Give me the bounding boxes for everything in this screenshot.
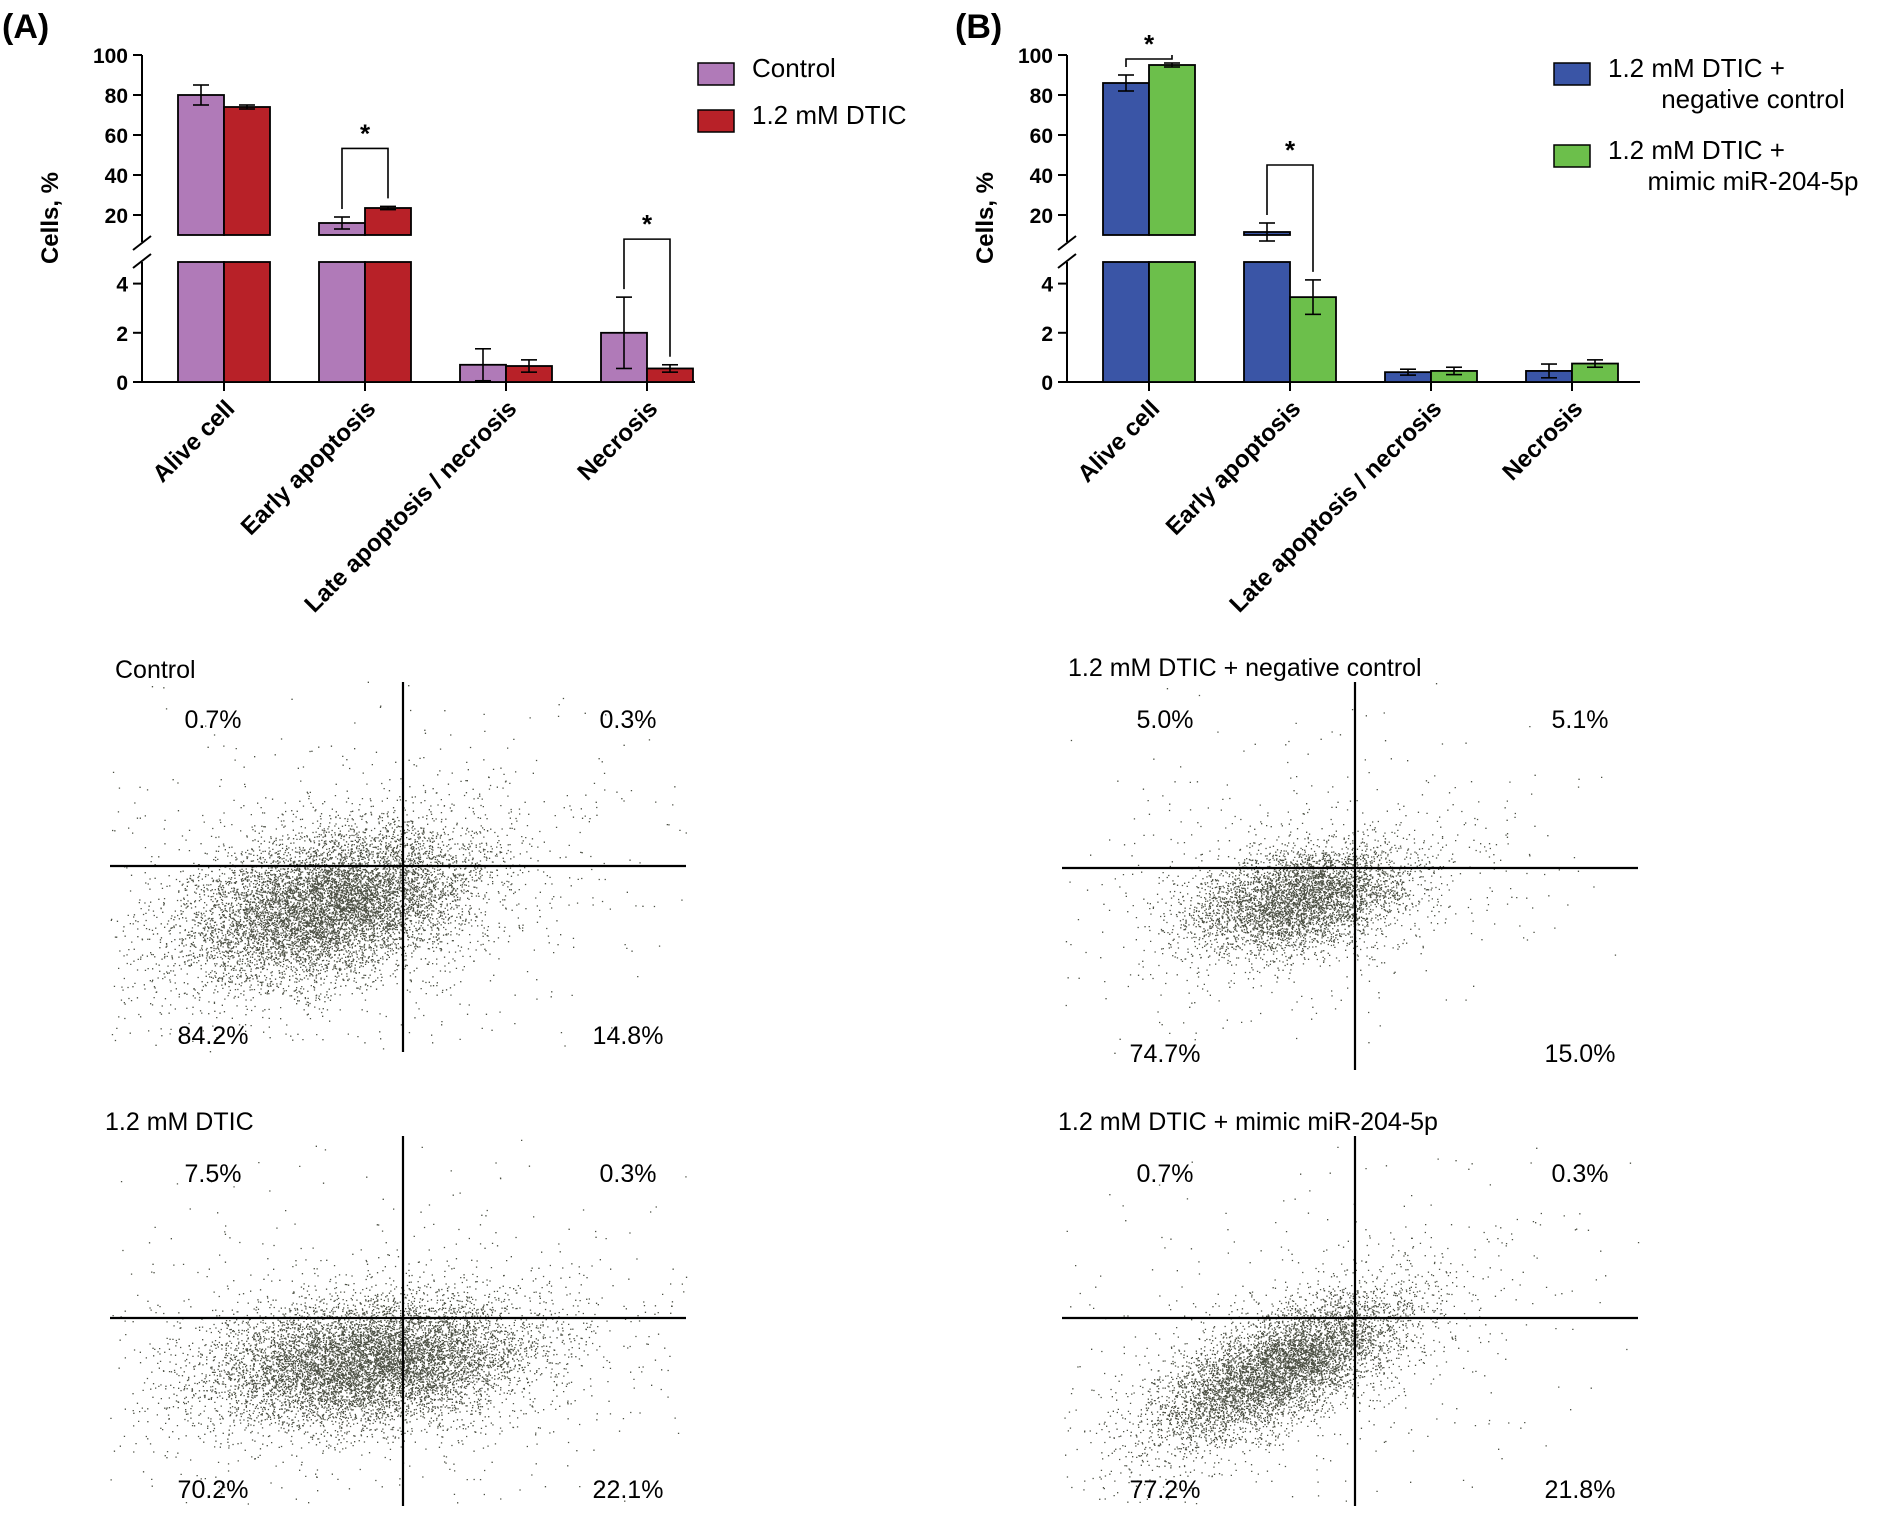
quadrant-lr-value: 22.1% [593,1476,664,1504]
y-tick-label: 0 [1041,372,1053,395]
legend-label: 1.2 mM DTIC + negative control [1608,53,1845,114]
flow-plot-title: Control [115,656,196,684]
axis-break-mark [132,253,152,269]
y-tick-label: 40 [105,165,128,188]
significance-bracket [1125,55,1173,67]
legend-swatch [1553,62,1591,86]
y-tick-label: 0 [116,372,128,395]
bar-chart-a: (A) 20 40 60 80 100 0 2 4 Cells, % Alive cellEarly… [2,8,907,618]
bar [177,94,225,236]
axis-break-mark [132,235,152,251]
y-tick-label: 60 [105,125,128,148]
legend-label: Control [752,53,836,83]
legend-swatch [697,62,735,86]
quadrant-ul-value: 7.5% [185,1160,242,1188]
bar [223,106,271,236]
bar [1148,64,1196,236]
y-tick-label: 100 [1018,45,1053,68]
bar-chart-b: (B) 20 40 60 80 100 0 2 4 Cells, % Alive cellEarly… [955,8,1858,618]
y-tick-label: 2 [1041,323,1053,346]
flow-events [110,681,687,1053]
y-tick-label: 20 [105,205,128,228]
flow-plot-title: 1.2 mM DTIC [105,1108,254,1136]
x-tick-label: Alive cell [1073,395,1166,488]
quadrant-lr-value: 14.8% [593,1022,664,1050]
y-tick-label: 100 [93,45,128,68]
panel-label: (A) [2,8,49,46]
flow-events [110,1139,688,1505]
bar [318,261,366,383]
quadrant-ur-value: 0.3% [600,1160,657,1188]
quadrant-ll-value: 70.2% [178,1476,249,1504]
legend-label-line: 1.2 mM DTIC + [1608,135,1785,165]
significance-star: * [642,209,653,239]
legend-label-line: 1.2 mM DTIC + [1608,53,1785,83]
y-tick-label: 20 [1030,205,1053,228]
y-axis-label: Cells, % [972,172,999,264]
flow-events [1064,1146,1640,1505]
bar [177,261,225,383]
significance-star: * [1144,29,1155,59]
quadrant-ur-value: 0.3% [600,706,657,734]
quadrant-ul-value: 0.7% [1137,1160,1194,1188]
bar [1102,82,1150,236]
y-tick-label: 4 [116,274,128,297]
significance-bracket [623,238,671,357]
quadrant-ll-value: 84.2% [178,1022,249,1050]
y-tick-label: 40 [1030,165,1053,188]
x-tick-label: Necrosis [572,395,663,486]
quadrant-ur-value: 5.1% [1552,706,1609,734]
significance-bracket [341,147,389,209]
x-tick-label: Early apoptosis [1161,395,1306,540]
bar [223,261,271,383]
significance-star: * [360,118,371,148]
x-tick-label: Necrosis [1497,395,1588,486]
quadrant-ll-value: 74.7% [1130,1040,1201,1068]
y-tick-label: 4 [1041,274,1053,297]
bar [364,207,412,236]
legend-label: 1.2 mM DTIC [752,100,907,130]
legend-swatch [1553,144,1591,168]
significance-star: * [1285,135,1296,165]
quadrant-ur-value: 0.3% [1552,1160,1609,1188]
significance-bracket [1266,164,1314,272]
flow-plot: 1.2 mM DTIC 7.5% 0.3% 70.2% 22.1% [105,1108,688,1506]
bar [1243,261,1291,383]
bar [364,261,412,383]
quadrant-ul-value: 5.0% [1137,706,1194,734]
y-tick-label: 80 [1030,85,1053,108]
bar [1148,261,1196,383]
flow-plot: Control 0.7% 0.3% 84.2% 14.8% [110,656,687,1053]
quadrant-ul-value: 0.7% [185,706,242,734]
flow-plot-title: 1.2 mM DTIC + negative control [1068,654,1422,682]
legend-label-line: mimic miR-204-5p [1648,166,1859,196]
axis-break-mark [1057,253,1077,269]
y-tick-label: 2 [116,323,128,346]
y-tick-label: 60 [1030,125,1053,148]
legend-label: 1.2 mM DTIC + mimic miR-204-5p [1608,135,1858,196]
quadrant-lr-value: 21.8% [1545,1476,1616,1504]
y-axis-label: Cells, % [37,172,64,264]
panel-label: (B) [955,8,1002,46]
legend-swatch [697,109,735,133]
flow-plot-title: 1.2 mM DTIC + mimic miR-204-5p [1058,1108,1438,1136]
quadrant-lr-value: 15.0% [1545,1040,1616,1068]
x-tick-label: Early apoptosis [236,395,381,540]
axis-break-mark [1057,235,1077,251]
flow-plot: 1.2 mM DTIC + negative control 5.0% 5.1% 74… [1062,654,1638,1070]
flow-plot: 1.2 mM DTIC + mimic miR-204-5p 0.7% 0.3% 77… [1058,1108,1640,1506]
legend-label-line: negative control [1661,84,1845,114]
x-tick-label: Alive cell [148,395,241,488]
y-tick-label: 80 [105,85,128,108]
quadrant-ll-value: 77.2% [1130,1476,1201,1504]
bar [1102,261,1150,383]
